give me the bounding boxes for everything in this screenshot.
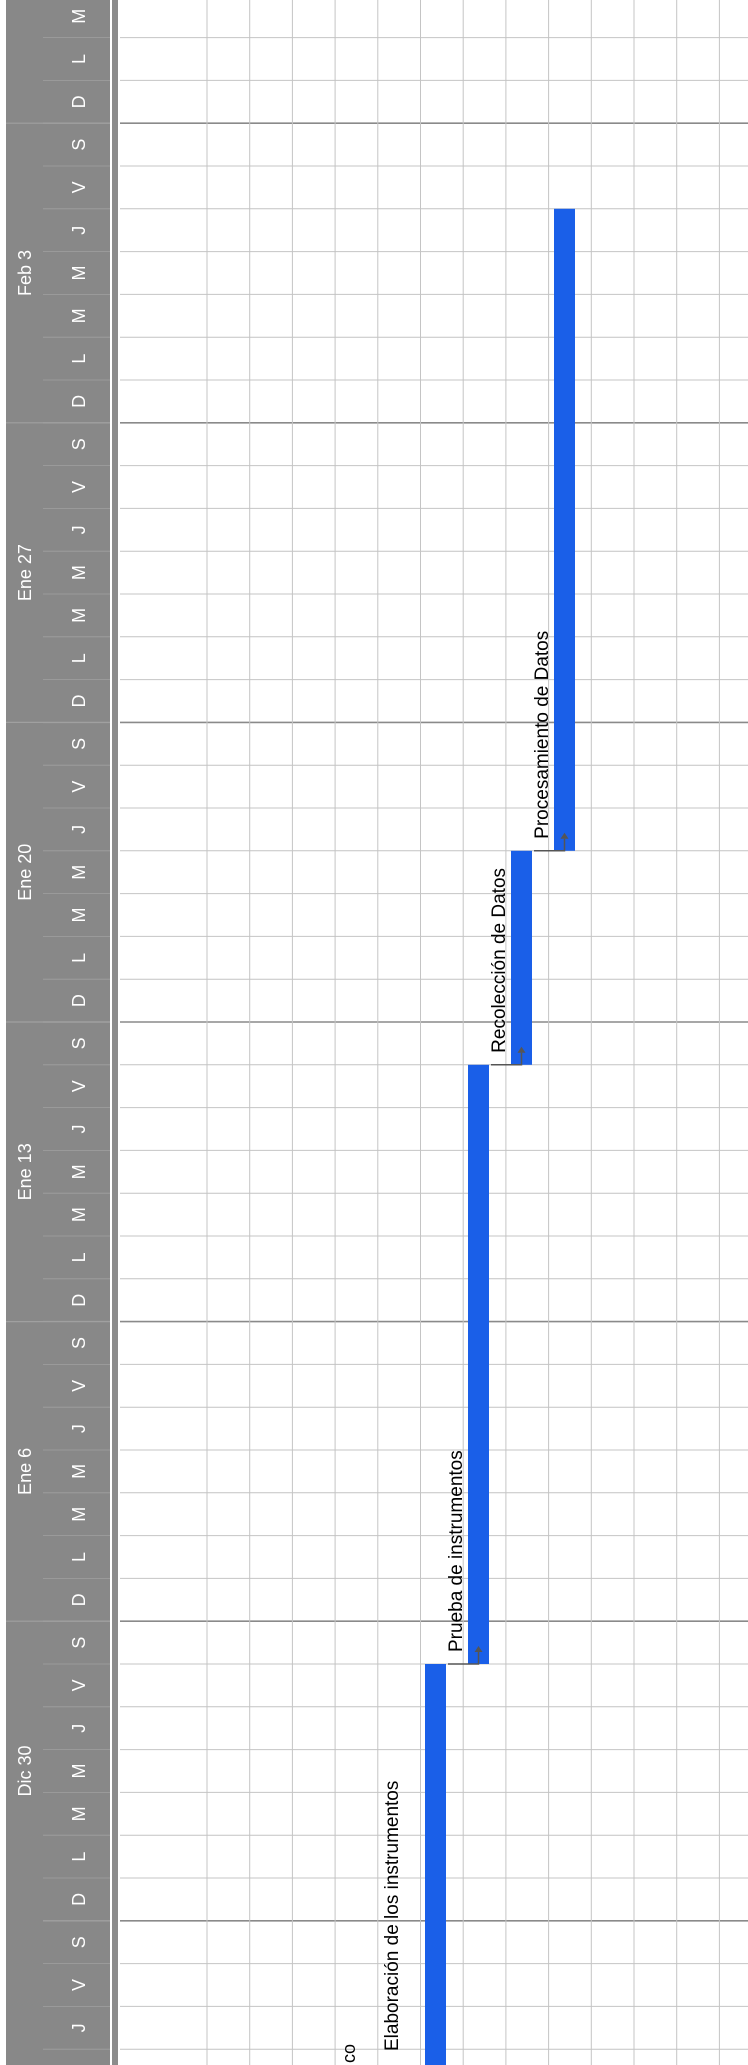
dependency-arrowhead — [517, 1046, 526, 1053]
day-label: J — [69, 226, 89, 235]
day-label: J — [69, 1125, 89, 1134]
day-label: S — [69, 1337, 89, 1349]
week-label: Ene 13 — [15, 1143, 35, 1200]
header-thin-band — [112, 0, 118, 2065]
dependency-connector — [448, 1652, 480, 1665]
day-label: S — [69, 1037, 89, 1049]
day-label: M — [69, 565, 89, 580]
task-bars: Prueba de instrumentos Recolección de Dat… — [382, 208, 575, 2065]
day-label: S — [69, 1936, 89, 1948]
day-label: V — [69, 181, 89, 193]
day-label: M — [69, 865, 89, 880]
day-label: V — [69, 1679, 89, 1691]
day-label: D — [69, 1294, 89, 1307]
day-label: D — [69, 95, 89, 108]
day-label: L — [69, 953, 89, 963]
day-label: M — [69, 1507, 89, 1522]
day-label: J — [69, 525, 89, 534]
week-label: Ene 27 — [15, 544, 35, 601]
day-label: M — [69, 908, 89, 923]
partial-labels: co — [339, 2044, 359, 2063]
task-bar — [554, 208, 575, 851]
day-label: M — [69, 1207, 89, 1222]
day-label: M — [69, 9, 89, 24]
task-bar — [468, 1064, 489, 1664]
day-label: S — [69, 738, 89, 750]
day-label: L — [69, 1852, 89, 1862]
day-label: L — [69, 354, 89, 364]
day-label: L — [69, 653, 89, 663]
task-bar — [425, 1664, 446, 2065]
day-label: V — [69, 1979, 89, 1991]
day-label: J — [69, 1424, 89, 1433]
day-label: D — [69, 994, 89, 1007]
dependency-connector — [534, 838, 566, 852]
header-band — [6, 0, 110, 2065]
day-label: M — [69, 308, 89, 323]
day-label: J — [69, 825, 89, 834]
day-label: L — [69, 1252, 89, 1262]
day-label: M — [69, 608, 89, 623]
day-label: S — [69, 1637, 89, 1649]
week-label: Ene 20 — [15, 844, 35, 901]
week-label: Ene 6 — [15, 1448, 35, 1495]
day-label: L — [69, 1552, 89, 1562]
task-bar — [511, 850, 532, 1065]
day-label: S — [69, 139, 89, 151]
dependency-arrowhead — [560, 832, 569, 839]
week-label: Feb 3 — [15, 250, 35, 296]
day-label: J — [69, 2023, 89, 2032]
partial-row-label: co — [339, 2044, 359, 2063]
day-label: L — [69, 54, 89, 64]
day-label: D — [69, 1893, 89, 1906]
day-label: V — [69, 481, 89, 493]
day-label: D — [69, 395, 89, 408]
task-label-partial: Elaboración de los instrumentos — [382, 1781, 403, 2051]
day-label: M — [69, 1764, 89, 1779]
day-label: V — [69, 781, 89, 793]
day-label: M — [69, 1164, 89, 1179]
day-label: S — [69, 438, 89, 450]
day-label: V — [69, 1080, 89, 1092]
day-label: V — [69, 1380, 89, 1392]
week-label: Dic 30 — [15, 1745, 35, 1796]
task-label: Prueba de instrumentos — [446, 1450, 467, 1652]
day-label: M — [69, 1806, 89, 1821]
day-label: M — [69, 1464, 89, 1479]
day-label: D — [69, 695, 89, 708]
day-label: D — [69, 1593, 89, 1606]
day-label: J — [69, 1724, 89, 1733]
dependency-connector — [491, 1052, 523, 1066]
day-label: M — [69, 266, 89, 281]
task-label: Recolección de Datos — [489, 868, 510, 1053]
task-label: Procesamiento de Datos — [532, 631, 553, 839]
dependency-arrowhead — [474, 1646, 483, 1652]
